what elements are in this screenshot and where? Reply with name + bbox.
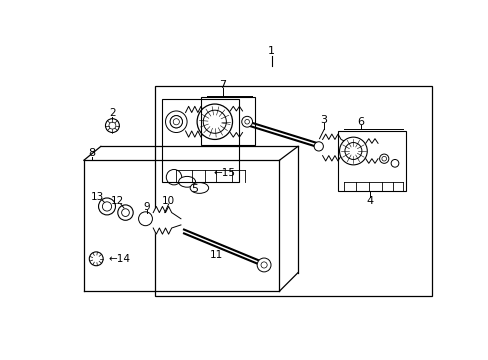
Circle shape [102,202,111,211]
Ellipse shape [190,183,208,193]
Ellipse shape [178,176,195,187]
Circle shape [170,116,182,128]
Circle shape [109,122,116,129]
Text: 10: 10 [162,196,175,206]
Circle shape [381,156,386,161]
Circle shape [105,119,119,132]
Circle shape [244,120,249,124]
Text: 7: 7 [219,80,225,90]
Circle shape [170,116,182,128]
Bar [162,99,239,182]
Circle shape [89,252,103,266]
Bar [201,97,254,145]
Text: 1: 1 [268,46,275,56]
Circle shape [166,170,182,185]
Circle shape [138,212,152,226]
Circle shape [344,143,361,159]
Bar [337,131,405,191]
Text: ←14: ←14 [108,254,130,264]
Circle shape [261,262,266,268]
Text: 9: 9 [143,202,150,212]
Text: 3: 3 [320,115,327,125]
Text: 8: 8 [88,148,95,158]
Text: 4: 4 [366,196,373,206]
Circle shape [390,159,398,167]
Circle shape [122,209,129,216]
Text: 13: 13 [91,192,104,202]
Circle shape [99,198,115,215]
Text: 2: 2 [109,108,116,118]
Circle shape [173,119,179,125]
Circle shape [197,104,232,139]
Circle shape [203,110,226,133]
Text: 11: 11 [209,250,223,260]
Circle shape [313,142,323,151]
Text: 12: 12 [111,196,124,206]
Text: ←15: ←15 [213,167,235,177]
Text: 5: 5 [191,184,198,194]
Circle shape [339,137,366,165]
Bar [154,86,431,296]
Circle shape [257,258,270,272]
Circle shape [379,154,388,163]
Circle shape [165,111,187,132]
Circle shape [241,116,252,127]
Circle shape [118,205,133,220]
Text: 6: 6 [357,117,364,127]
